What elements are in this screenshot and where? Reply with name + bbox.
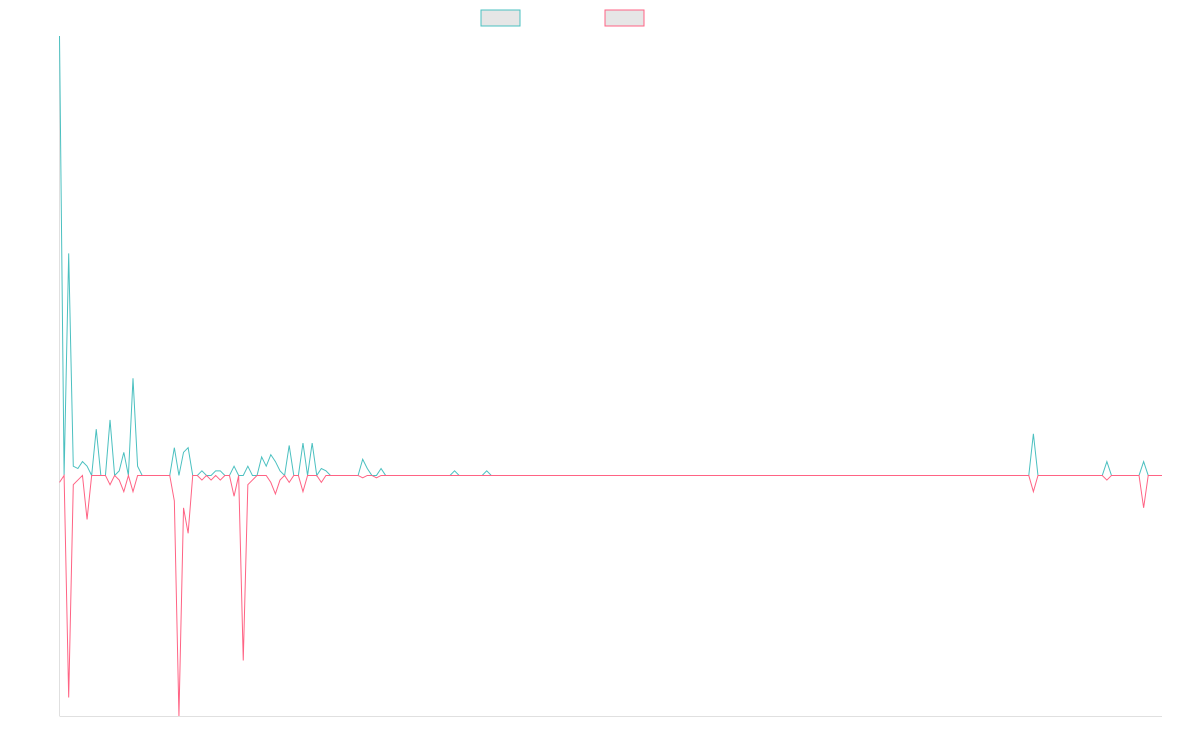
legend[interactable] [480,9,645,27]
series-layer [59,35,1162,717]
legend-swatch-series-2[interactable] [604,9,645,27]
series-line-2 [59,473,1162,717]
legend-swatch-series-1[interactable] [480,9,521,27]
axes [59,36,1162,717]
series-line-1 [59,35,1162,478]
